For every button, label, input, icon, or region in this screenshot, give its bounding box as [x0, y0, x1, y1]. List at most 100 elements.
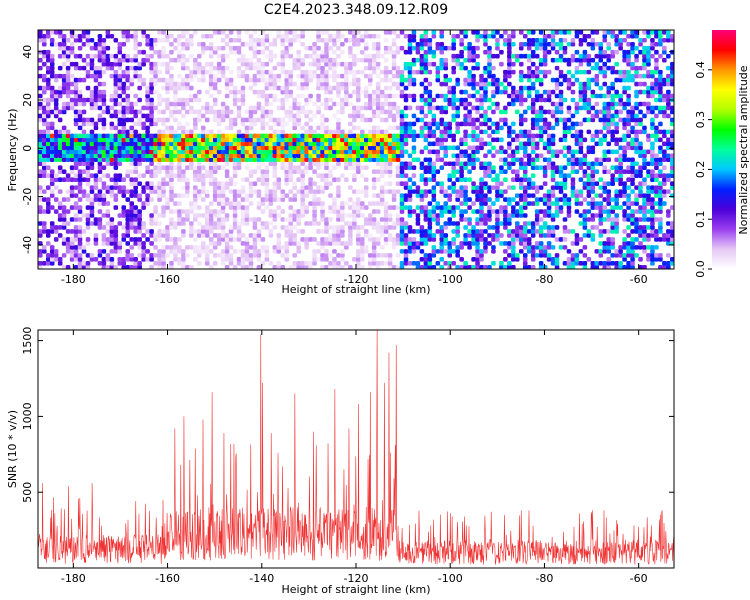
heatmap-cell — [197, 153, 202, 159]
heatmap-cell — [169, 133, 174, 139]
heatmap-cell — [260, 173, 266, 178]
heatmap-cell — [284, 249, 290, 254]
heatmap-cell — [328, 181, 333, 186]
heatmap-cell — [367, 65, 373, 71]
heatmap-cell — [415, 69, 421, 75]
heatmap-cell — [503, 30, 508, 35]
heatmap-cell — [69, 189, 75, 194]
heatmap-cell — [149, 133, 154, 139]
heatmap-cell — [570, 253, 576, 258]
heatmap-cell — [161, 49, 166, 55]
heatmap-cell — [38, 113, 43, 119]
heatmap-cell — [38, 105, 43, 111]
heatmap-cell — [308, 93, 313, 99]
heatmap-cell — [312, 237, 317, 242]
heatmap-cell — [145, 153, 150, 159]
heatmap-cell — [161, 233, 166, 238]
heatmap-cell — [264, 205, 270, 210]
heatmap-cell — [542, 57, 548, 63]
heatmap-cell — [121, 225, 127, 230]
heatmap-cell — [133, 113, 138, 119]
spectrogram-cells — [38, 30, 674, 269]
heatmap-cell — [216, 133, 222, 139]
heatmap-cell — [193, 153, 198, 159]
heatmap-cell — [109, 237, 115, 242]
heatmap-cell — [367, 133, 373, 139]
heatmap-cell — [320, 101, 325, 107]
heatmap-cell — [550, 185, 556, 190]
heatmap-cell — [165, 169, 170, 174]
heatmap-cell — [300, 161, 305, 167]
heatmap-cell — [475, 109, 480, 115]
heatmap-cell — [185, 121, 190, 127]
heatmap-cell — [133, 93, 138, 99]
heatmap-cell — [371, 113, 377, 119]
heatmap-cell — [38, 221, 43, 226]
heatmap-cell — [578, 201, 584, 206]
heatmap-cell — [348, 197, 353, 202]
heatmap-cell — [399, 193, 405, 198]
heatmap-cell — [562, 77, 568, 83]
heatmap-cell — [165, 181, 170, 186]
heatmap-cell — [153, 65, 158, 71]
heatmap-cell — [204, 225, 210, 230]
heatmap-cell — [427, 165, 433, 171]
heatmap-cell — [113, 205, 119, 210]
heatmap-cell — [419, 133, 425, 139]
heatmap-cell — [252, 169, 258, 174]
heatmap-cell — [197, 109, 202, 115]
heatmap-cell — [479, 77, 484, 83]
heatmap-cell — [522, 173, 528, 178]
heatmap-cell — [379, 201, 385, 206]
heatmap-cell — [61, 137, 67, 143]
heatmap-cell — [220, 253, 226, 258]
heatmap-cell — [117, 257, 123, 262]
heatmap-cell — [602, 137, 608, 143]
heatmap-cell — [204, 137, 210, 143]
heatmap-cell — [121, 141, 127, 147]
heatmap-cell — [598, 221, 604, 226]
heatmap-cell — [276, 149, 282, 155]
heatmap-cell — [57, 89, 63, 95]
heatmap-cell — [85, 265, 91, 269]
heatmap-cell — [240, 189, 246, 194]
heatmap-cell — [216, 165, 222, 171]
heatmap-cell — [359, 237, 365, 242]
heatmap-cell — [316, 141, 321, 147]
heatmap-cell — [511, 249, 516, 254]
heatmap-cell — [65, 89, 71, 95]
heatmap-cell — [415, 117, 421, 123]
heatmap-cell — [522, 177, 528, 182]
heatmap-cell — [93, 101, 99, 107]
heatmap-cell — [49, 121, 55, 127]
heatmap-cell — [137, 41, 142, 47]
heatmap-cell — [475, 105, 480, 111]
heatmap-cell — [268, 125, 274, 131]
heatmap-cell — [371, 61, 377, 67]
heatmap-cell — [200, 65, 206, 71]
heatmap-cell — [336, 117, 341, 123]
heatmap-cell — [121, 33, 127, 39]
heatmap-cell — [542, 193, 548, 198]
heatmap-cell — [220, 157, 226, 163]
heatmap-cell — [280, 149, 286, 155]
heatmap-cell — [216, 89, 222, 95]
heatmap-cell — [304, 165, 309, 171]
heatmap-cell — [117, 65, 123, 71]
heatmap-cell — [165, 165, 170, 171]
heatmap-cell — [443, 61, 449, 67]
heatmap-cell — [542, 213, 548, 218]
heatmap-cell — [316, 197, 321, 202]
heatmap-cell — [49, 157, 55, 163]
heatmap-cell — [296, 101, 301, 107]
heatmap-cell — [244, 133, 250, 139]
heatmap-cell — [328, 57, 333, 63]
heatmap-cell — [435, 249, 441, 254]
heatmap-cell — [268, 101, 274, 107]
heatmap-cell — [352, 165, 357, 171]
heatmap-cell — [212, 81, 218, 87]
heatmap-cell — [85, 237, 91, 242]
heatmap-cell — [550, 77, 556, 83]
heatmap-cell — [443, 81, 449, 87]
heatmap-cell — [268, 161, 274, 167]
